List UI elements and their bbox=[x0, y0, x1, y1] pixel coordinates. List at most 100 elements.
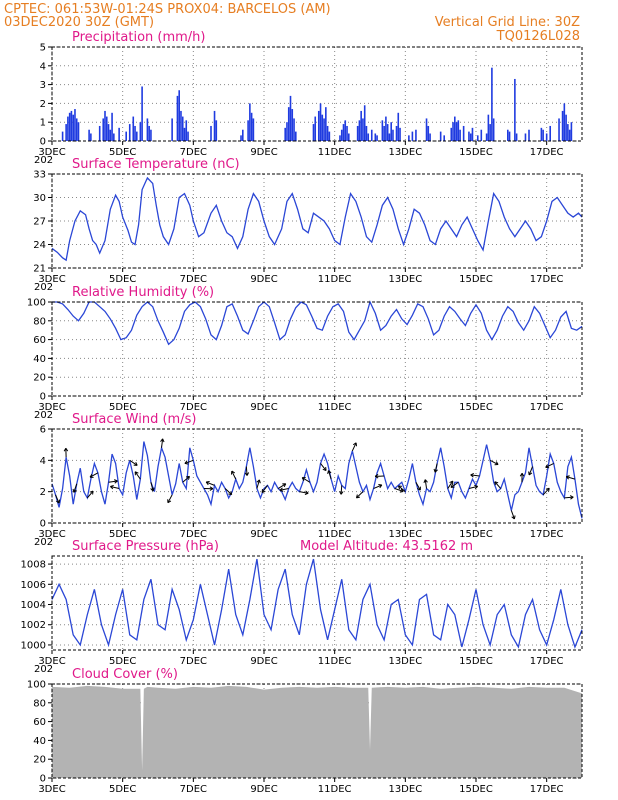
y-tick-label: 1 bbox=[40, 118, 46, 129]
wind-arrow bbox=[89, 472, 99, 478]
precip-bar bbox=[134, 125, 136, 141]
precip-bar bbox=[549, 125, 551, 141]
precip-bar bbox=[286, 122, 288, 141]
precip-bar bbox=[383, 125, 385, 141]
y-tick-label: 1000 bbox=[21, 640, 46, 651]
precip-bar bbox=[293, 118, 295, 141]
wind-arrow-head bbox=[374, 473, 379, 479]
y-tick-label: 0 bbox=[40, 137, 46, 148]
wind-arrow bbox=[134, 471, 141, 480]
wind-arrow bbox=[566, 476, 576, 480]
precip-bar bbox=[374, 133, 377, 141]
precip-bar bbox=[356, 125, 359, 141]
precip-bar bbox=[125, 131, 127, 141]
precip-bar bbox=[471, 127, 474, 141]
pres-title: Surface Pressure (hPa) bbox=[72, 539, 219, 554]
precip-bar bbox=[88, 129, 90, 141]
precip-bar bbox=[385, 116, 387, 141]
precip-bar bbox=[480, 129, 483, 141]
wind-arrow bbox=[542, 487, 550, 496]
wind-arrow bbox=[231, 470, 237, 480]
precip-bar bbox=[370, 129, 373, 141]
precip-bar bbox=[469, 133, 472, 141]
wind-arrow-head bbox=[355, 494, 360, 499]
wind-arrow bbox=[373, 484, 383, 489]
precip-bar bbox=[240, 135, 242, 141]
y-tick-label: 1008 bbox=[21, 560, 46, 571]
pres-panel: Surface Pressure (hPa) Model Altitude: 43… bbox=[21, 539, 583, 675]
x-tick-label: 11DEC bbox=[318, 529, 352, 540]
wind-arrow-head bbox=[55, 499, 61, 504]
wind-arrow bbox=[356, 491, 364, 499]
precip-bar bbox=[491, 67, 493, 141]
precip-bar bbox=[289, 95, 292, 141]
wind-arrow-head bbox=[244, 472, 250, 476]
wind-arrow bbox=[206, 481, 215, 486]
x-tick-label: 15DEC bbox=[459, 274, 493, 285]
precip-bar bbox=[98, 125, 101, 141]
pres-note: Model Altitude: 43.5162 m bbox=[300, 539, 473, 554]
wind-arrow-head bbox=[470, 473, 475, 478]
temp-panel: Surface Temperature (nC) 21 24 27 30 33 3DEC 5D… bbox=[33, 157, 583, 293]
y-tick-label: 20 bbox=[33, 373, 46, 384]
precip-bar bbox=[139, 122, 142, 141]
x-tick-label: 13DEC bbox=[388, 784, 422, 795]
wind-arrow bbox=[415, 482, 421, 491]
precip-bar bbox=[250, 112, 253, 141]
precip-bar bbox=[132, 116, 135, 141]
wind-arrow bbox=[224, 488, 233, 496]
wind-arrow bbox=[161, 438, 164, 448]
precip-bar bbox=[68, 112, 71, 141]
precip-bar bbox=[462, 125, 465, 141]
x-tick-label: 3DEC bbox=[38, 529, 65, 540]
precip-bar bbox=[77, 122, 80, 141]
x-tick-label: 17DEC bbox=[530, 274, 564, 285]
wind-arrow-head bbox=[423, 479, 428, 484]
x-tick-label: 17DEC bbox=[530, 656, 564, 667]
x-year-label: 202 bbox=[34, 410, 53, 421]
wind-arrow-head bbox=[110, 484, 114, 490]
temp-title: Surface Temperature (nC) bbox=[72, 157, 240, 172]
wind-arrow bbox=[167, 494, 173, 503]
wind-arrow-head bbox=[63, 447, 69, 452]
wind-arrow bbox=[394, 488, 404, 492]
pres-frame bbox=[51, 555, 583, 651]
y-tick-label: 1006 bbox=[21, 580, 46, 591]
wind-frame bbox=[51, 428, 583, 524]
wind-arrow bbox=[424, 479, 428, 489]
wind-arrow bbox=[489, 459, 499, 466]
precip-bar bbox=[178, 90, 180, 141]
x-year-label: 202 bbox=[34, 537, 53, 548]
x-tick-label: 7DEC bbox=[180, 402, 207, 413]
wind-arrow bbox=[447, 480, 454, 489]
y-tick-label: 40 bbox=[33, 354, 46, 365]
wind-arrow bbox=[299, 491, 309, 494]
wind-arrow-head bbox=[378, 484, 383, 489]
precip-bar bbox=[443, 135, 445, 141]
precip-bar bbox=[487, 114, 490, 141]
wind-arrow-head bbox=[205, 480, 210, 486]
y-tick-label: 0 bbox=[40, 774, 46, 785]
wind-arrow bbox=[340, 485, 343, 495]
precip-bar bbox=[561, 110, 564, 141]
rh-title: Relative Humidity (%) bbox=[72, 285, 214, 300]
wind-arrow-head bbox=[301, 477, 306, 481]
x-tick-label: 7DEC bbox=[180, 147, 207, 158]
x-tick-label: 15DEC bbox=[459, 402, 493, 413]
x-tick-label: 3DEC bbox=[38, 274, 65, 285]
precip-bar bbox=[570, 122, 573, 141]
wind-arrow bbox=[328, 470, 332, 480]
precip-bar bbox=[454, 116, 456, 141]
wind-arrow bbox=[108, 480, 118, 483]
wind-arrow-head bbox=[545, 487, 550, 492]
wind-arrow-head bbox=[352, 442, 358, 447]
rh-frame bbox=[51, 301, 583, 397]
wind-arrow-head bbox=[327, 470, 332, 475]
wind-series-line bbox=[51, 441, 583, 519]
precip-bar bbox=[284, 127, 286, 141]
wind-arrow bbox=[150, 482, 154, 492]
header-grid-line-note: Vertical Grid Line: 30Z bbox=[435, 15, 580, 30]
y-tick-label: 1004 bbox=[21, 600, 46, 611]
wind-arrow bbox=[86, 490, 94, 499]
wind-arrow-head bbox=[474, 484, 479, 490]
